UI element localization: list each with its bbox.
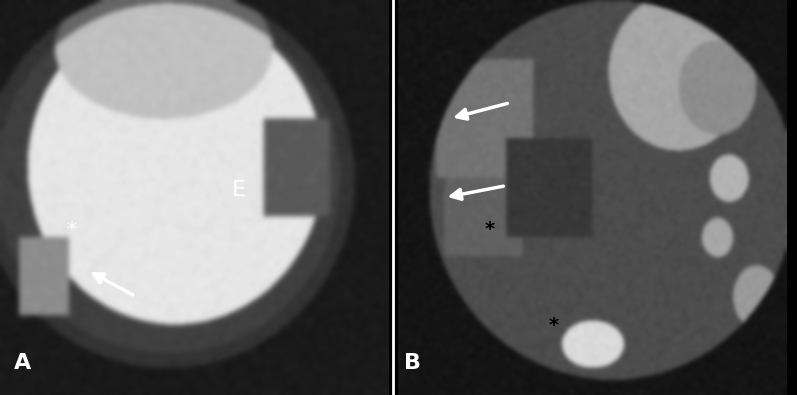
Text: *: * [485,220,495,239]
Text: A: A [14,353,32,373]
Text: *: * [67,220,77,239]
Text: B: B [404,353,421,373]
Text: E: E [232,180,246,199]
Text: *: * [549,316,559,335]
